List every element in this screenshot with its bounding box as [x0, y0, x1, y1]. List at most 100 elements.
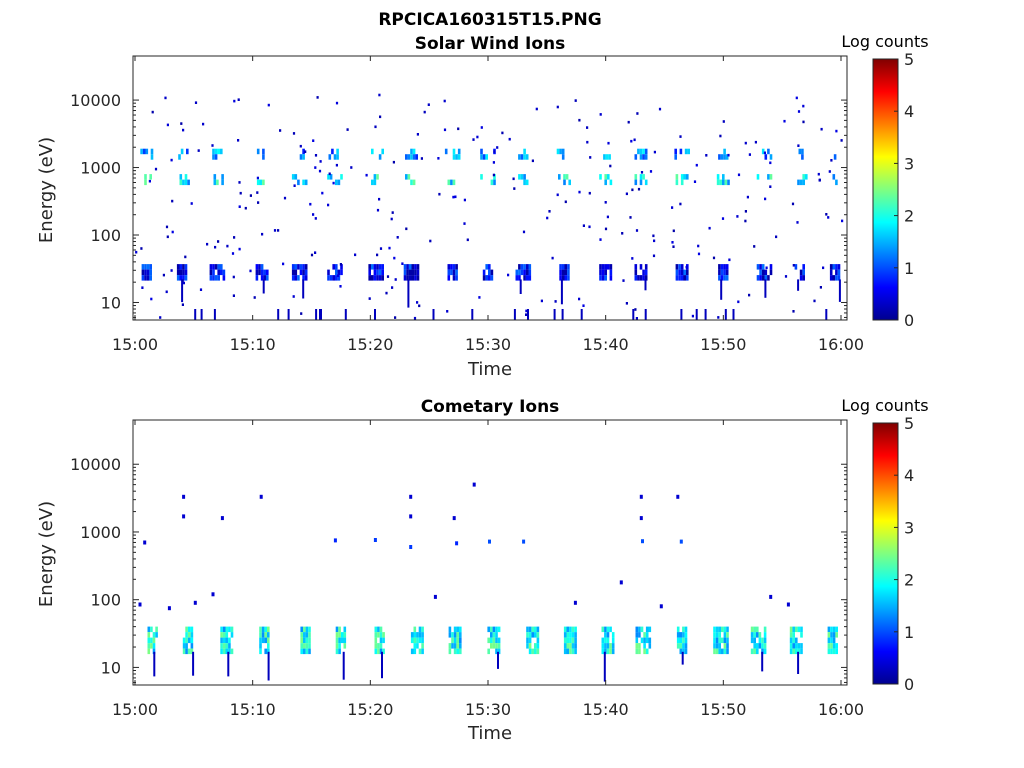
heatmap-cell	[407, 279, 410, 308]
heatmap-cell	[798, 148, 802, 155]
heatmap-cell	[797, 110, 801, 113]
heatmap-cell	[294, 174, 298, 180]
heatmap-cell	[320, 309, 322, 320]
heatmap-cell	[149, 264, 152, 270]
heatmap-cell	[238, 205, 241, 208]
heatmap-cell	[536, 637, 540, 644]
heatmap-cell	[645, 632, 649, 638]
heatmap-cell	[645, 637, 649, 644]
heatmap-cell	[150, 637, 153, 644]
heatmap-cell	[409, 545, 413, 549]
heatmap-cell	[255, 275, 259, 281]
heatmap-cell	[182, 637, 186, 644]
heatmap-cell	[522, 230, 526, 234]
heatmap-cell	[676, 643, 680, 649]
heatmap-cell	[488, 539, 491, 544]
heatmap-cell	[432, 309, 435, 320]
heatmap-cell	[482, 275, 486, 281]
heatmap-cell	[797, 651, 800, 674]
heatmap-cell	[611, 632, 615, 638]
heatmap-cell	[671, 241, 674, 244]
panel-solar-wind-ions: Solar Wind Ions 15:00 15:10 15:20 15:30 15:4…	[36, 32, 929, 380]
heatmap-cell	[566, 637, 570, 644]
panel-1-colorbar-ticks: 0 1 2 3 4 5	[894, 50, 914, 330]
heatmap-cell	[642, 174, 645, 180]
heatmap-cell	[794, 264, 798, 270]
heatmap-cell	[150, 626, 153, 633]
heatmap-cell	[335, 101, 339, 105]
heatmap-cell	[152, 632, 156, 638]
heatmap-cell	[310, 253, 314, 257]
heatmap-cell	[482, 154, 486, 160]
heatmap-cell	[452, 148, 456, 155]
heatmap-cell	[373, 264, 377, 270]
heatmap-cell	[535, 107, 538, 111]
heatmap-cell	[639, 275, 643, 281]
heatmap-cell	[639, 174, 643, 180]
heatmap-cell	[566, 648, 570, 655]
heatmap-cell	[604, 637, 607, 644]
heatmap-cell	[392, 160, 395, 164]
heatmap-cell	[805, 174, 808, 180]
heatmap-cell	[645, 626, 649, 633]
heatmap-cell	[454, 195, 457, 199]
heatmap-cell	[684, 648, 688, 655]
heatmap-cell	[187, 637, 191, 644]
heatmap-cell	[305, 648, 309, 655]
heatmap-cell	[294, 275, 298, 281]
heatmap-cell	[403, 264, 407, 270]
heatmap-cell	[336, 274, 340, 277]
heatmap-cell	[792, 648, 795, 655]
figure-filename-title: RPCICA160315T15.PNG	[378, 10, 601, 30]
heatmap-cell	[186, 148, 189, 155]
heatmap-cell	[147, 643, 151, 649]
heatmap-cell	[721, 637, 724, 644]
heatmap-cell	[214, 154, 218, 160]
heatmap-cell	[145, 148, 149, 155]
heatmap-cell	[335, 648, 339, 655]
heatmap-cell	[637, 275, 640, 281]
heatmap-cell	[761, 643, 764, 649]
heatmap-cell	[485, 264, 488, 270]
heatmap-cell	[140, 247, 143, 250]
heatmap-cell	[144, 174, 147, 180]
heatmap-cell	[266, 269, 269, 276]
heatmap-cell	[214, 245, 217, 249]
heatmap-cell	[644, 148, 648, 155]
heatmap-cell	[725, 269, 729, 276]
heatmap-cell	[825, 213, 828, 216]
heatmap-cell	[833, 154, 837, 160]
heatmap-cell	[413, 632, 417, 638]
heatmap-cell	[185, 632, 188, 638]
heatmap-cell	[256, 176, 259, 180]
heatmap-cell	[633, 138, 636, 142]
heatmap-cell	[507, 273, 510, 277]
heatmap-cell	[497, 651, 499, 669]
heatmap-cell	[563, 648, 567, 655]
heatmap-cell	[150, 148, 154, 155]
heatmap-cell	[715, 626, 719, 633]
heatmap-cell	[761, 651, 764, 672]
heatmap-cell	[478, 296, 481, 299]
heatmap-cell	[726, 632, 729, 638]
heatmap-cell	[548, 210, 551, 213]
heatmap-cell	[556, 148, 560, 155]
heatmap-cell	[786, 602, 790, 607]
heatmap-cell	[523, 275, 526, 281]
heatmap-cell	[838, 279, 841, 302]
heatmap-cell	[293, 184, 296, 187]
heatmap-cell	[222, 626, 226, 633]
panel-1-colorbar: Log counts 0 1 2 3 4 5	[841, 32, 928, 330]
heatmap-cell	[371, 179, 374, 186]
heatmap-cell	[556, 193, 559, 197]
heatmap-cell	[336, 154, 339, 160]
heatmap-cell	[386, 275, 390, 278]
heatmap-cell	[609, 648, 612, 655]
heatmap-cell	[799, 269, 803, 276]
heatmap-cell	[308, 637, 311, 644]
heatmap-cell	[599, 275, 602, 281]
heatmap-cell	[518, 264, 521, 270]
heatmap-cell	[220, 643, 223, 649]
heatmap-cell	[262, 279, 265, 294]
heatmap-cell	[368, 264, 371, 270]
